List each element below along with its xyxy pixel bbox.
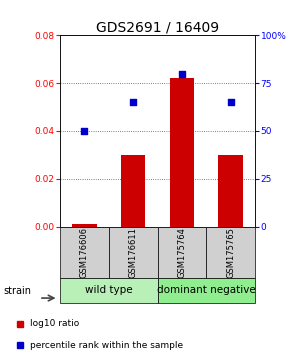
Point [228,99,233,105]
Point [82,128,87,134]
Text: dominant negative: dominant negative [157,285,256,295]
Text: percentile rank within the sample: percentile rank within the sample [30,341,183,350]
Point [179,71,184,76]
Text: GSM176606: GSM176606 [80,227,89,278]
Text: wild type: wild type [85,285,133,295]
Text: GSM175765: GSM175765 [226,227,235,278]
Text: log10 ratio: log10 ratio [30,319,79,329]
Bar [170,78,194,227]
Bar [60,278,158,303]
Bar [158,278,255,303]
Bar [158,227,206,278]
Bar [72,224,97,227]
Text: GSM176611: GSM176611 [129,227,138,278]
Bar [206,227,255,278]
Bar [218,155,243,227]
Bar [60,227,109,278]
Text: GSM175764: GSM175764 [177,227,186,278]
Bar [121,155,145,227]
Text: strain: strain [3,286,31,296]
Point [131,99,136,105]
Title: GDS2691 / 16409: GDS2691 / 16409 [96,20,219,34]
Bar [109,227,158,278]
